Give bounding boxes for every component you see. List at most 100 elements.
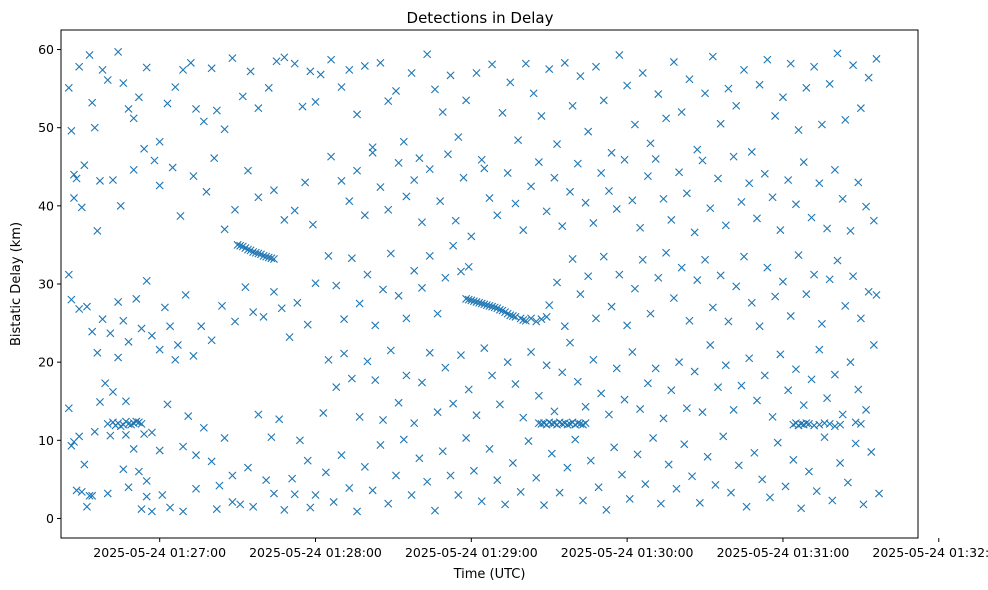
data-point	[659, 194, 668, 203]
data-point	[566, 187, 574, 196]
data-point	[407, 491, 416, 500]
data-point	[347, 374, 356, 383]
data-point	[192, 104, 201, 113]
data-point	[495, 400, 504, 409]
data-point	[864, 73, 873, 82]
data-point	[410, 419, 419, 428]
data-point	[581, 198, 590, 207]
data-point	[747, 147, 756, 156]
data-point	[231, 317, 239, 326]
data-point	[186, 58, 195, 67]
data-point	[724, 84, 733, 93]
data-point	[815, 420, 824, 429]
data-point	[869, 216, 878, 225]
data-point	[527, 314, 536, 323]
data-point	[293, 298, 302, 307]
data-point	[95, 398, 104, 407]
data-point	[324, 355, 333, 364]
data-point	[633, 450, 642, 459]
data-point	[399, 435, 408, 444]
data-point	[90, 123, 99, 132]
data-point	[823, 394, 832, 403]
data-point	[521, 316, 530, 325]
data-point	[849, 272, 858, 281]
data-point	[846, 358, 855, 367]
data-point	[272, 57, 281, 66]
data-point	[184, 412, 193, 421]
data-point	[446, 471, 455, 480]
data-point	[469, 466, 478, 475]
data-point	[630, 284, 639, 293]
data-point	[402, 314, 411, 323]
data-point	[464, 262, 473, 271]
data-point	[617, 470, 626, 479]
data-point	[506, 78, 515, 87]
data-point	[269, 255, 278, 263]
data-point	[410, 176, 419, 185]
data-point	[212, 505, 221, 514]
data-point	[303, 456, 312, 465]
data-point	[106, 431, 115, 440]
data-point	[155, 181, 164, 190]
data-point	[275, 415, 284, 424]
data-point	[758, 475, 767, 484]
data-point	[612, 364, 621, 373]
x-tick-label: 2025-05-24 01:29:00	[405, 545, 538, 560]
data-point	[72, 174, 81, 183]
data-point	[830, 422, 839, 431]
data-point	[641, 480, 650, 489]
data-point	[656, 499, 665, 508]
data-point	[791, 365, 800, 374]
data-point	[210, 154, 219, 163]
data-point	[690, 228, 699, 237]
data-point	[599, 252, 608, 261]
data-point	[519, 315, 528, 324]
data-point	[828, 496, 837, 505]
data-point	[688, 472, 697, 481]
data-point	[698, 156, 707, 165]
data-point	[841, 301, 850, 310]
data-point	[243, 463, 252, 472]
data-point	[80, 460, 89, 469]
x-tick-label: 2025-05-24 01:31:00	[717, 545, 850, 560]
data-point	[584, 127, 593, 136]
data-point	[467, 296, 476, 305]
data-point	[207, 336, 216, 345]
data-point	[410, 266, 419, 275]
data-point	[171, 355, 180, 364]
data-point	[332, 383, 341, 392]
data-point	[729, 152, 738, 161]
data-point	[462, 294, 471, 303]
data-point	[740, 65, 748, 74]
data-point	[581, 402, 590, 411]
data-point	[218, 301, 227, 310]
data-point	[490, 303, 499, 312]
data-point	[329, 498, 338, 507]
data-point	[480, 344, 489, 353]
y-axis-title: Bistatic Delay (km)	[9, 222, 24, 346]
data-point	[794, 251, 803, 260]
data-point	[316, 70, 325, 79]
data-point	[75, 305, 84, 313]
data-point	[207, 64, 216, 73]
data-point	[488, 60, 497, 69]
data-point	[649, 433, 658, 442]
data-point	[675, 168, 684, 177]
data-point	[280, 215, 289, 224]
data-point	[147, 507, 156, 516]
data-point	[129, 444, 138, 453]
data-point	[337, 176, 346, 185]
data-point	[862, 202, 871, 211]
data-point	[620, 395, 629, 404]
data-point	[815, 179, 824, 188]
data-point	[581, 419, 590, 428]
data-point	[791, 200, 800, 209]
data-point	[602, 505, 611, 514]
data-point	[363, 270, 372, 279]
data-point	[306, 67, 315, 76]
data-point	[752, 214, 761, 223]
data-point	[477, 155, 486, 164]
data-point	[833, 256, 842, 265]
data-point	[150, 156, 159, 165]
